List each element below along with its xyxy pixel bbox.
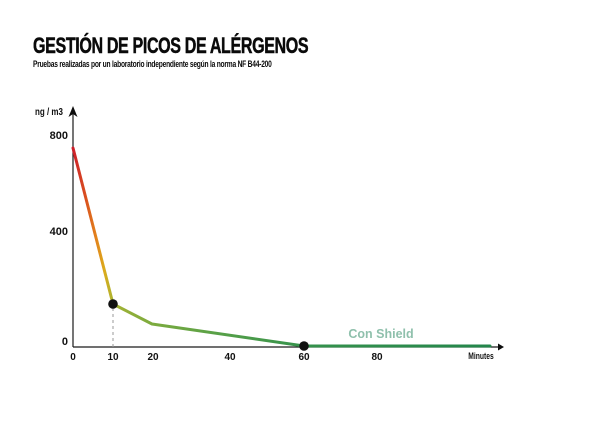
svg-text:60: 60 (298, 352, 310, 363)
svg-text:400: 400 (50, 226, 68, 238)
svg-text:40: 40 (224, 352, 236, 363)
svg-text:10: 10 (107, 352, 119, 363)
svg-text:0: 0 (62, 336, 68, 348)
svg-text:20: 20 (147, 352, 159, 363)
svg-text:800: 800 (50, 130, 68, 142)
svg-text:80: 80 (371, 352, 383, 363)
svg-text:ng / m3: ng / m3 (35, 106, 63, 117)
svg-text:Con Shield: Con Shield (348, 327, 413, 341)
svg-text:Minutes: Minutes (468, 351, 494, 361)
svg-text:0: 0 (70, 352, 76, 363)
